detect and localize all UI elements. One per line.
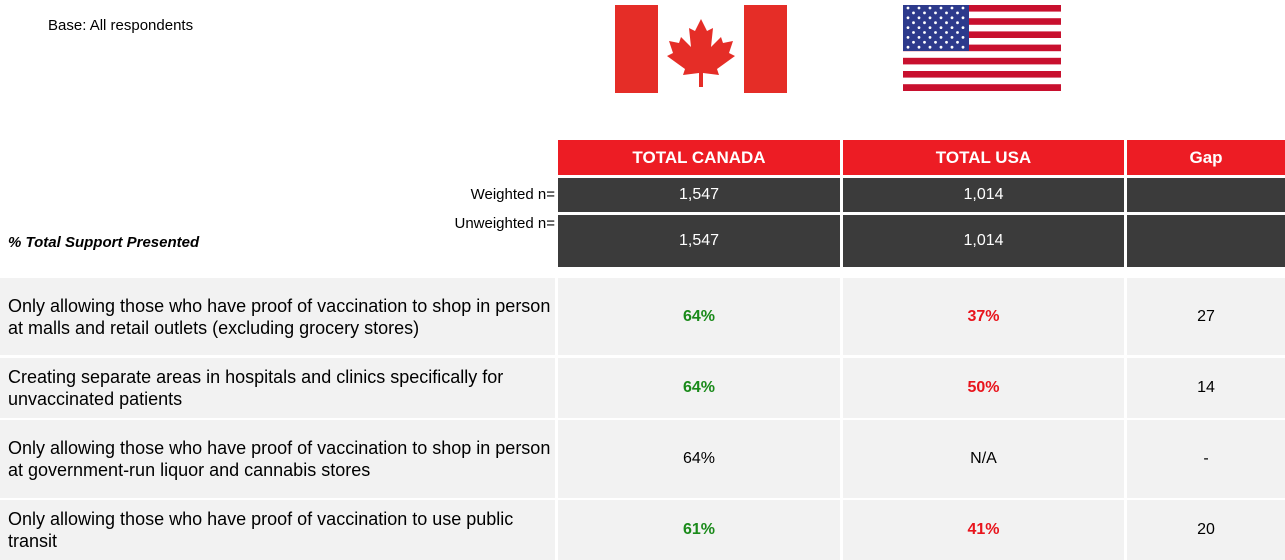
row-value: N/A — [843, 420, 1124, 498]
row-label: Only allowing those who have proof of va… — [0, 278, 555, 355]
n-value: 1,547 — [558, 215, 840, 267]
row-value: 50% — [843, 358, 1124, 418]
row-value: 27 — [1127, 278, 1285, 355]
row-value: 64% — [558, 420, 840, 498]
row-value: 61% — [558, 500, 840, 560]
n-value — [1127, 215, 1285, 267]
base-note: Base: All respondents — [48, 17, 194, 34]
column-header: TOTAL USA — [843, 140, 1124, 175]
column-header: TOTAL CANADA — [558, 140, 840, 175]
n-value: 1,547 — [558, 178, 840, 212]
row-label: Only allowing those who have proof of va… — [0, 420, 555, 498]
n-label: Weighted n= — [470, 186, 555, 203]
row-value: 41% — [843, 500, 1124, 560]
n-value — [1127, 178, 1285, 212]
n-value: 1,014 — [843, 215, 1124, 267]
row-value: 37% — [843, 278, 1124, 355]
row-value: 20 — [1127, 500, 1285, 560]
column-header: Gap — [1127, 140, 1285, 175]
row-value: - — [1127, 420, 1285, 498]
row-value: 64% — [558, 278, 840, 355]
usa-flag — [903, 5, 1061, 91]
row-value: 64% — [558, 358, 840, 418]
n-value: 1,014 — [843, 178, 1124, 212]
row-label: Only allowing those who have proof of va… — [0, 500, 555, 560]
row-value: 14 — [1127, 358, 1285, 418]
n-label: Unweighted n= — [454, 215, 556, 232]
section-label: % Total Support Presented — [8, 234, 200, 251]
canada-flag — [615, 5, 787, 93]
row-label: Creating separate areas in hospitals and… — [0, 358, 555, 418]
